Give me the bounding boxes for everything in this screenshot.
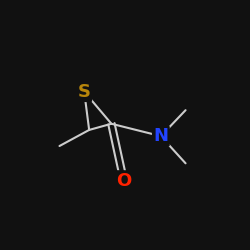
Text: S: S: [78, 82, 91, 100]
Text: O: O: [116, 172, 132, 190]
Text: N: N: [153, 127, 168, 145]
